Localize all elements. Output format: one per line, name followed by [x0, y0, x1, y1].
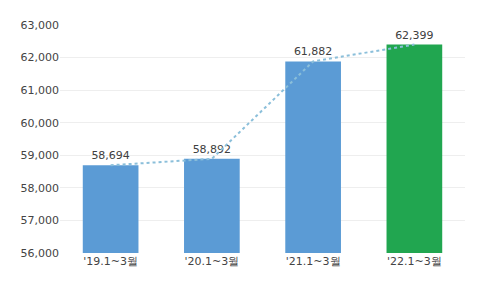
svg-text:'20.1~3월: '20.1~3월 [185, 255, 240, 268]
svg-text:'19.1~3월: '19.1~3월 [83, 255, 138, 268]
svg-text:61,000: 61,000 [21, 84, 60, 97]
svg-text:58,694: 58,694 [91, 149, 130, 162]
svg-text:60,000: 60,000 [21, 117, 60, 130]
svg-text:63,000: 63,000 [21, 19, 60, 32]
svg-text:56,000: 56,000 [21, 247, 60, 260]
svg-text:'22.1~3월: '22.1~3월 [387, 255, 442, 268]
svg-text:'21.1~3월: '21.1~3월 [286, 255, 341, 268]
svg-text:62,399: 62,399 [395, 29, 434, 42]
svg-text:58,892: 58,892 [193, 143, 232, 156]
svg-text:61,882: 61,882 [294, 45, 333, 58]
svg-text:57,000: 57,000 [21, 214, 60, 227]
svg-text:58,000: 58,000 [21, 182, 60, 195]
svg-text:62,000: 62,000 [21, 51, 60, 64]
svg-text:59,000: 59,000 [21, 149, 60, 162]
